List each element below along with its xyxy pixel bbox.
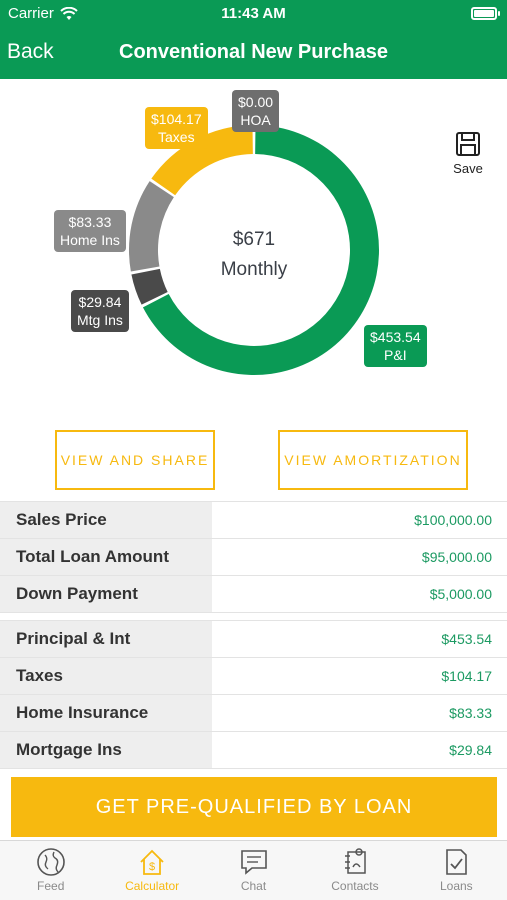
carrier-label: Carrier: [8, 5, 54, 22]
callout-hoa: $0.00 HOA: [232, 90, 280, 132]
callout-mtg-ins: $29.84 Mtg Ins: [71, 290, 129, 332]
get-pre-qualified-button[interactable]: GET PRE-QUALIFIED BY LOAN: [11, 777, 497, 837]
tab-loans[interactable]: Loans: [406, 841, 507, 900]
donut-slice-home-ins: [129, 181, 174, 272]
payment-details-table: Principal & Int $453.54 Taxes $104.17 Ho…: [0, 620, 507, 769]
row-value: $29.84: [449, 742, 492, 758]
tab-chat[interactable]: Chat: [203, 841, 304, 900]
callout-mtg-ins-name: Mtg Ins: [77, 312, 123, 328]
row-value: $5,000.00: [429, 586, 492, 602]
donut-slice-mtg-ins: [131, 268, 168, 305]
row-value: $100,000.00: [414, 512, 492, 528]
row-value: $95,000.00: [421, 549, 492, 565]
callout-taxes-name: Taxes: [158, 129, 195, 145]
page-title: Conventional New Purchase: [119, 41, 388, 63]
save-button[interactable]: Save: [448, 131, 488, 176]
row-key: Down Payment: [0, 576, 212, 612]
table-row[interactable]: Taxes $104.17: [0, 658, 507, 695]
nav-bar: Back Conventional New Purchase: [0, 28, 507, 79]
row-value: $104.17: [441, 668, 492, 684]
carrier: Carrier: [8, 5, 78, 22]
tab-feed[interactable]: Feed: [0, 841, 101, 900]
row-key: Mortgage Ins: [0, 732, 212, 768]
table-row[interactable]: Total Loan Amount $95,000.00: [0, 539, 507, 576]
row-value: $453.54: [441, 631, 492, 647]
globe-icon: [36, 848, 65, 876]
row-key: Taxes: [0, 658, 212, 694]
tab-bar: Feed $ Calculator Chat Contacts Loans: [0, 840, 507, 900]
callout-home-ins: $83.33 Home Ins: [54, 210, 126, 252]
table-row[interactable]: Principal & Int $453.54: [0, 621, 507, 658]
donut-chart: [129, 125, 379, 375]
wifi-icon: [60, 6, 78, 20]
row-value: $83.33: [449, 705, 492, 721]
back-button[interactable]: Back: [7, 40, 54, 63]
callout-pi-name: P&I: [384, 347, 407, 363]
callout-home-ins-name: Home Ins: [60, 232, 120, 248]
tab-label: Chat: [240, 879, 267, 893]
table-row[interactable]: Mortgage Ins $29.84: [0, 732, 507, 769]
battery-icon: [471, 7, 500, 20]
table-row[interactable]: Sales Price $100,000.00: [0, 502, 507, 539]
table-row[interactable]: Home Insurance $83.33: [0, 695, 507, 732]
callout-mtg-ins-value: $29.84: [78, 294, 122, 310]
monthly-total: $671: [232, 229, 276, 250]
tab-calculator[interactable]: $ Calculator: [101, 841, 202, 900]
house-dollar-icon: $: [140, 849, 164, 875]
tab-label: Calculator: [125, 879, 180, 893]
chart-center: $671 Monthly: [154, 229, 354, 281]
payment-breakdown-chart: $671 Monthly $104.17 Taxes $0.00 HOA $83…: [0, 79, 507, 419]
callout-home-ins-value: $83.33: [68, 214, 112, 230]
save-label: Save: [453, 161, 483, 176]
loan-details-table: Sales Price $100,000.00 Total Loan Amoun…: [0, 501, 507, 613]
callout-taxes-value: $104.17: [151, 111, 202, 127]
contacts-icon: [344, 848, 366, 874]
tab-contacts[interactable]: Contacts: [304, 841, 405, 900]
tab-label: Contacts: [331, 879, 379, 893]
row-key: Sales Price: [0, 502, 212, 538]
callout-pi: $453.54 P&I: [364, 325, 427, 367]
callout-hoa-name: HOA: [240, 112, 271, 128]
view-amortization-button[interactable]: VIEW AMORTIZATION: [278, 430, 468, 490]
callout-pi-value: $453.54: [370, 329, 421, 345]
table-row[interactable]: Down Payment $5,000.00: [0, 576, 507, 613]
status-bar: Carrier 11:43 AM: [0, 0, 507, 28]
donut-slice-taxes: [151, 125, 253, 196]
chat-bubble-icon: [240, 850, 267, 875]
monthly-label: Monthly: [220, 259, 288, 280]
row-key: Home Insurance: [0, 695, 212, 731]
view-and-share-button[interactable]: VIEW AND SHARE: [55, 430, 215, 490]
tab-label: Loans: [439, 879, 473, 893]
callout-hoa-value: $0.00: [238, 94, 274, 110]
tab-label: Feed: [37, 879, 65, 893]
row-key: Principal & Int: [0, 621, 212, 657]
status-time: 11:43 AM: [221, 5, 286, 22]
svg-text:$: $: [149, 861, 155, 873]
callout-taxes: $104.17 Taxes: [145, 107, 208, 149]
row-key: Total Loan Amount: [0, 539, 212, 575]
document-check-icon: [446, 849, 468, 875]
floppy-disk-icon: [456, 132, 480, 156]
